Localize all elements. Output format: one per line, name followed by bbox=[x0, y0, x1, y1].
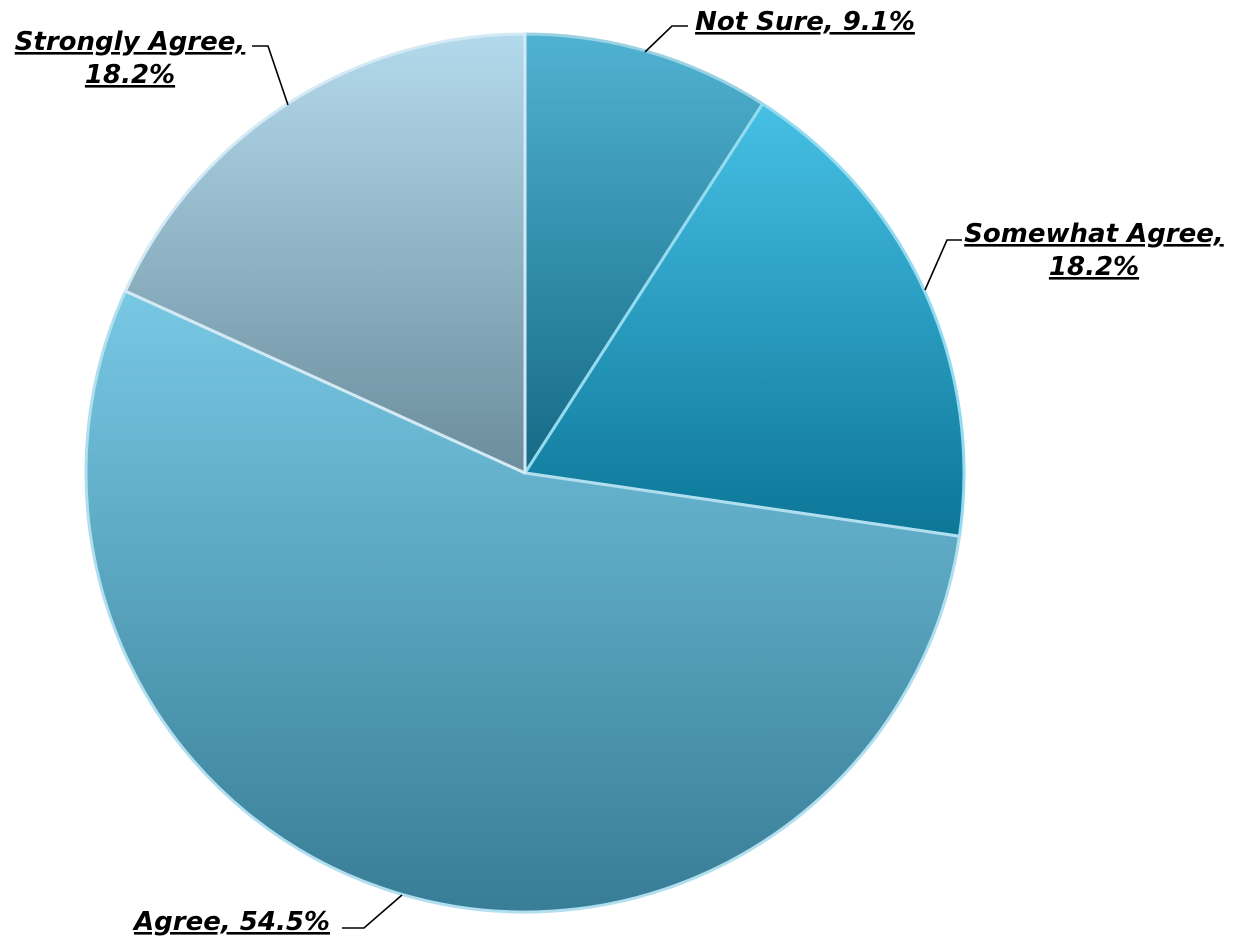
data-label-agree: Agree, 54.5% bbox=[132, 907, 330, 937]
labels-layer: Not Sure, 9.1%Somewhat Agree,18.2%Agree,… bbox=[15, 7, 1224, 937]
pie-slice-agree bbox=[84, 289, 961, 914]
leader-line-agree bbox=[342, 894, 403, 929]
data-label-strongly-agree-line-1: Strongly Agree, bbox=[15, 27, 246, 57]
data-label-somewhat-agree-line-2: 18.2% bbox=[1049, 252, 1139, 282]
slices-layer bbox=[84, 32, 966, 914]
pie-slice-somewhat-agree bbox=[523, 102, 966, 538]
leader-lines-layer bbox=[252, 25, 962, 929]
data-label-somewhat-agree-line-1: Somewhat Agree, bbox=[964, 219, 1224, 249]
pie-slice-not-sure bbox=[523, 32, 765, 475]
leader-line-not-sure bbox=[644, 25, 688, 53]
leader-line-somewhat-agree bbox=[924, 239, 962, 291]
data-label-not-sure: Not Sure, 9.1% bbox=[695, 7, 915, 37]
leader-line-strongly-agree bbox=[252, 45, 289, 106]
data-label-strongly-agree-line-2: 18.2% bbox=[85, 60, 175, 90]
